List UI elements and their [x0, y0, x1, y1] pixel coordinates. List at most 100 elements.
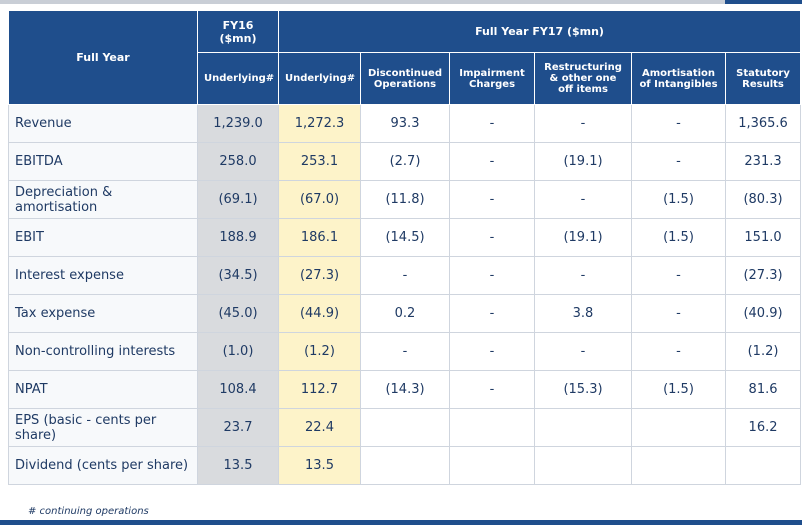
table-row: EPS (basic - cents per share) 23.7 22.4 16.… — [8, 408, 802, 447]
table-cell: 231.3 — [724, 142, 802, 181]
subheader-5: Amortisation of Intangibles — [631, 52, 726, 105]
table-cell: 16.2 — [724, 408, 802, 447]
table-cell: 13.5 — [278, 446, 361, 485]
results-table: Full Year FY16 ($mn) Full Year FY17 ($mn… — [8, 10, 802, 485]
table-cell: 1,239.0 — [197, 104, 279, 143]
table-cell: (67.0) — [278, 180, 361, 219]
subheader-0: Underlying# — [197, 52, 279, 105]
table-cell: - — [534, 332, 632, 371]
table-cell: - — [360, 256, 450, 295]
table-cell: - — [534, 180, 632, 219]
table-row: Interest expense (34.5) (27.3) - - - - (27.3) — [8, 256, 802, 295]
table-cell: - — [449, 218, 535, 257]
table-row: EBITDA 258.0 253.1 (2.7) - (19.1) -231.3 — [8, 142, 802, 181]
row-label: Revenue — [8, 104, 198, 143]
table-cell: - — [631, 142, 726, 181]
table-cell: (69.1) — [197, 180, 279, 219]
table-cell: - — [449, 180, 535, 219]
table-cell: 93.3 — [360, 104, 450, 143]
bottom-bar — [0, 520, 802, 525]
table-cell: (1.0) — [197, 332, 279, 371]
table-cell: (11.8) — [360, 180, 450, 219]
table-cell: 23.7 — [197, 408, 279, 447]
table-row: Non-controlling interests (1.0) (1.2) - - - -(… — [8, 332, 802, 371]
table-cell: 0.2 — [360, 294, 450, 333]
table-cell: 1,365.6 — [724, 104, 802, 143]
table-cell: - — [534, 104, 632, 143]
table-cell — [360, 446, 450, 485]
table-cell — [449, 446, 535, 485]
table-cell — [534, 446, 632, 485]
header-fy16: FY16 ($mn) — [197, 10, 279, 53]
table-cell: - — [449, 142, 535, 181]
table-cell: 151.0 — [724, 218, 802, 257]
table-cell: (1.5) — [631, 370, 726, 409]
row-label: Depreciation & amortisation — [8, 180, 198, 219]
footnote: # continuing operations — [28, 506, 149, 517]
table-cell: - — [631, 332, 726, 371]
row-label: EBITDA — [8, 142, 198, 181]
subheader-3: Impairment Charges — [449, 52, 535, 105]
table-cell: (45.0) — [197, 294, 279, 333]
table-cell: 253.1 — [278, 142, 361, 181]
row-label: EBIT — [8, 218, 198, 257]
table-row: Depreciation & amortisation (69.1) (67.0)(… — [8, 180, 802, 219]
table-cell: 258.0 — [197, 142, 279, 181]
table-row: EBIT 188.9 186.1 (14.5) - (19.1) (1.5) 151.0 — [8, 218, 802, 257]
table-cell: - — [449, 256, 535, 295]
table-cell: (1.5) — [631, 180, 726, 219]
top-accent — [725, 0, 802, 4]
table-cell: 1,272.3 — [278, 104, 361, 143]
row-label: Dividend (cents per share) — [8, 446, 198, 485]
row-label: EPS (basic - cents per share) — [8, 408, 198, 447]
table-cell: 112.7 — [278, 370, 361, 409]
table-cell: - — [631, 256, 726, 295]
table-cell: (15.3) — [534, 370, 632, 409]
table-row: Revenue 1,239.0 1,272.3 93.3- - -1,365.6 — [8, 104, 802, 143]
table-cell: - — [449, 332, 535, 371]
table-cell: 188.9 — [197, 218, 279, 257]
table-cell: (19.1) — [534, 142, 632, 181]
table-cell: (1.2) — [278, 332, 361, 371]
table-cell — [631, 446, 726, 485]
table-cell: - — [449, 294, 535, 333]
table-cell: (40.9) — [724, 294, 802, 333]
table-cell — [631, 408, 726, 447]
subheader-2: Discontinued Operations — [360, 52, 450, 105]
table-cell: - — [449, 104, 535, 143]
table-row: Dividend (cents per share) 13.5 13.5 — [8, 446, 802, 485]
table-cell: - — [449, 370, 535, 409]
table-cell — [534, 408, 632, 447]
table-cell — [449, 408, 535, 447]
table-cell: 3.8 — [534, 294, 632, 333]
table-cell: (80.3) — [724, 180, 802, 219]
top-rule — [0, 0, 725, 4]
table-cell: 186.1 — [278, 218, 361, 257]
row-label: NPAT — [8, 370, 198, 409]
subheader-1: Underlying# — [278, 52, 361, 105]
table-cell: - — [360, 332, 450, 371]
subheader-4: Restructuring & other one off items — [534, 52, 632, 105]
table-cell: (1.5) — [631, 218, 726, 257]
table-cell: (27.3) — [278, 256, 361, 295]
table-cell: - — [534, 256, 632, 295]
row-label: Tax expense — [8, 294, 198, 333]
table-cell: (19.1) — [534, 218, 632, 257]
table-row: Tax expense (45.0) (44.9) 0.2-3.8- (40.9) — [8, 294, 802, 333]
table-cell: - — [631, 294, 726, 333]
row-label: Interest expense — [8, 256, 198, 295]
table-cell: (27.3) — [724, 256, 802, 295]
table-cell: 81.6 — [724, 370, 802, 409]
table-cell: (2.7) — [360, 142, 450, 181]
table-row: NPAT 108.4 112.7 (14.3) - (15.3) (1.5) 81.6 — [8, 370, 802, 409]
header-full-year: Full Year — [8, 10, 198, 105]
table-cell — [724, 446, 802, 485]
subheader-6: Statutory Results — [724, 52, 802, 105]
table-cell: (14.5) — [360, 218, 450, 257]
table-cell: 108.4 — [197, 370, 279, 409]
table-cell: 13.5 — [197, 446, 279, 485]
table-cell: 22.4 — [278, 408, 361, 447]
table-cell: (34.5) — [197, 256, 279, 295]
table-cell: (14.3) — [360, 370, 450, 409]
table-cell — [360, 408, 450, 447]
